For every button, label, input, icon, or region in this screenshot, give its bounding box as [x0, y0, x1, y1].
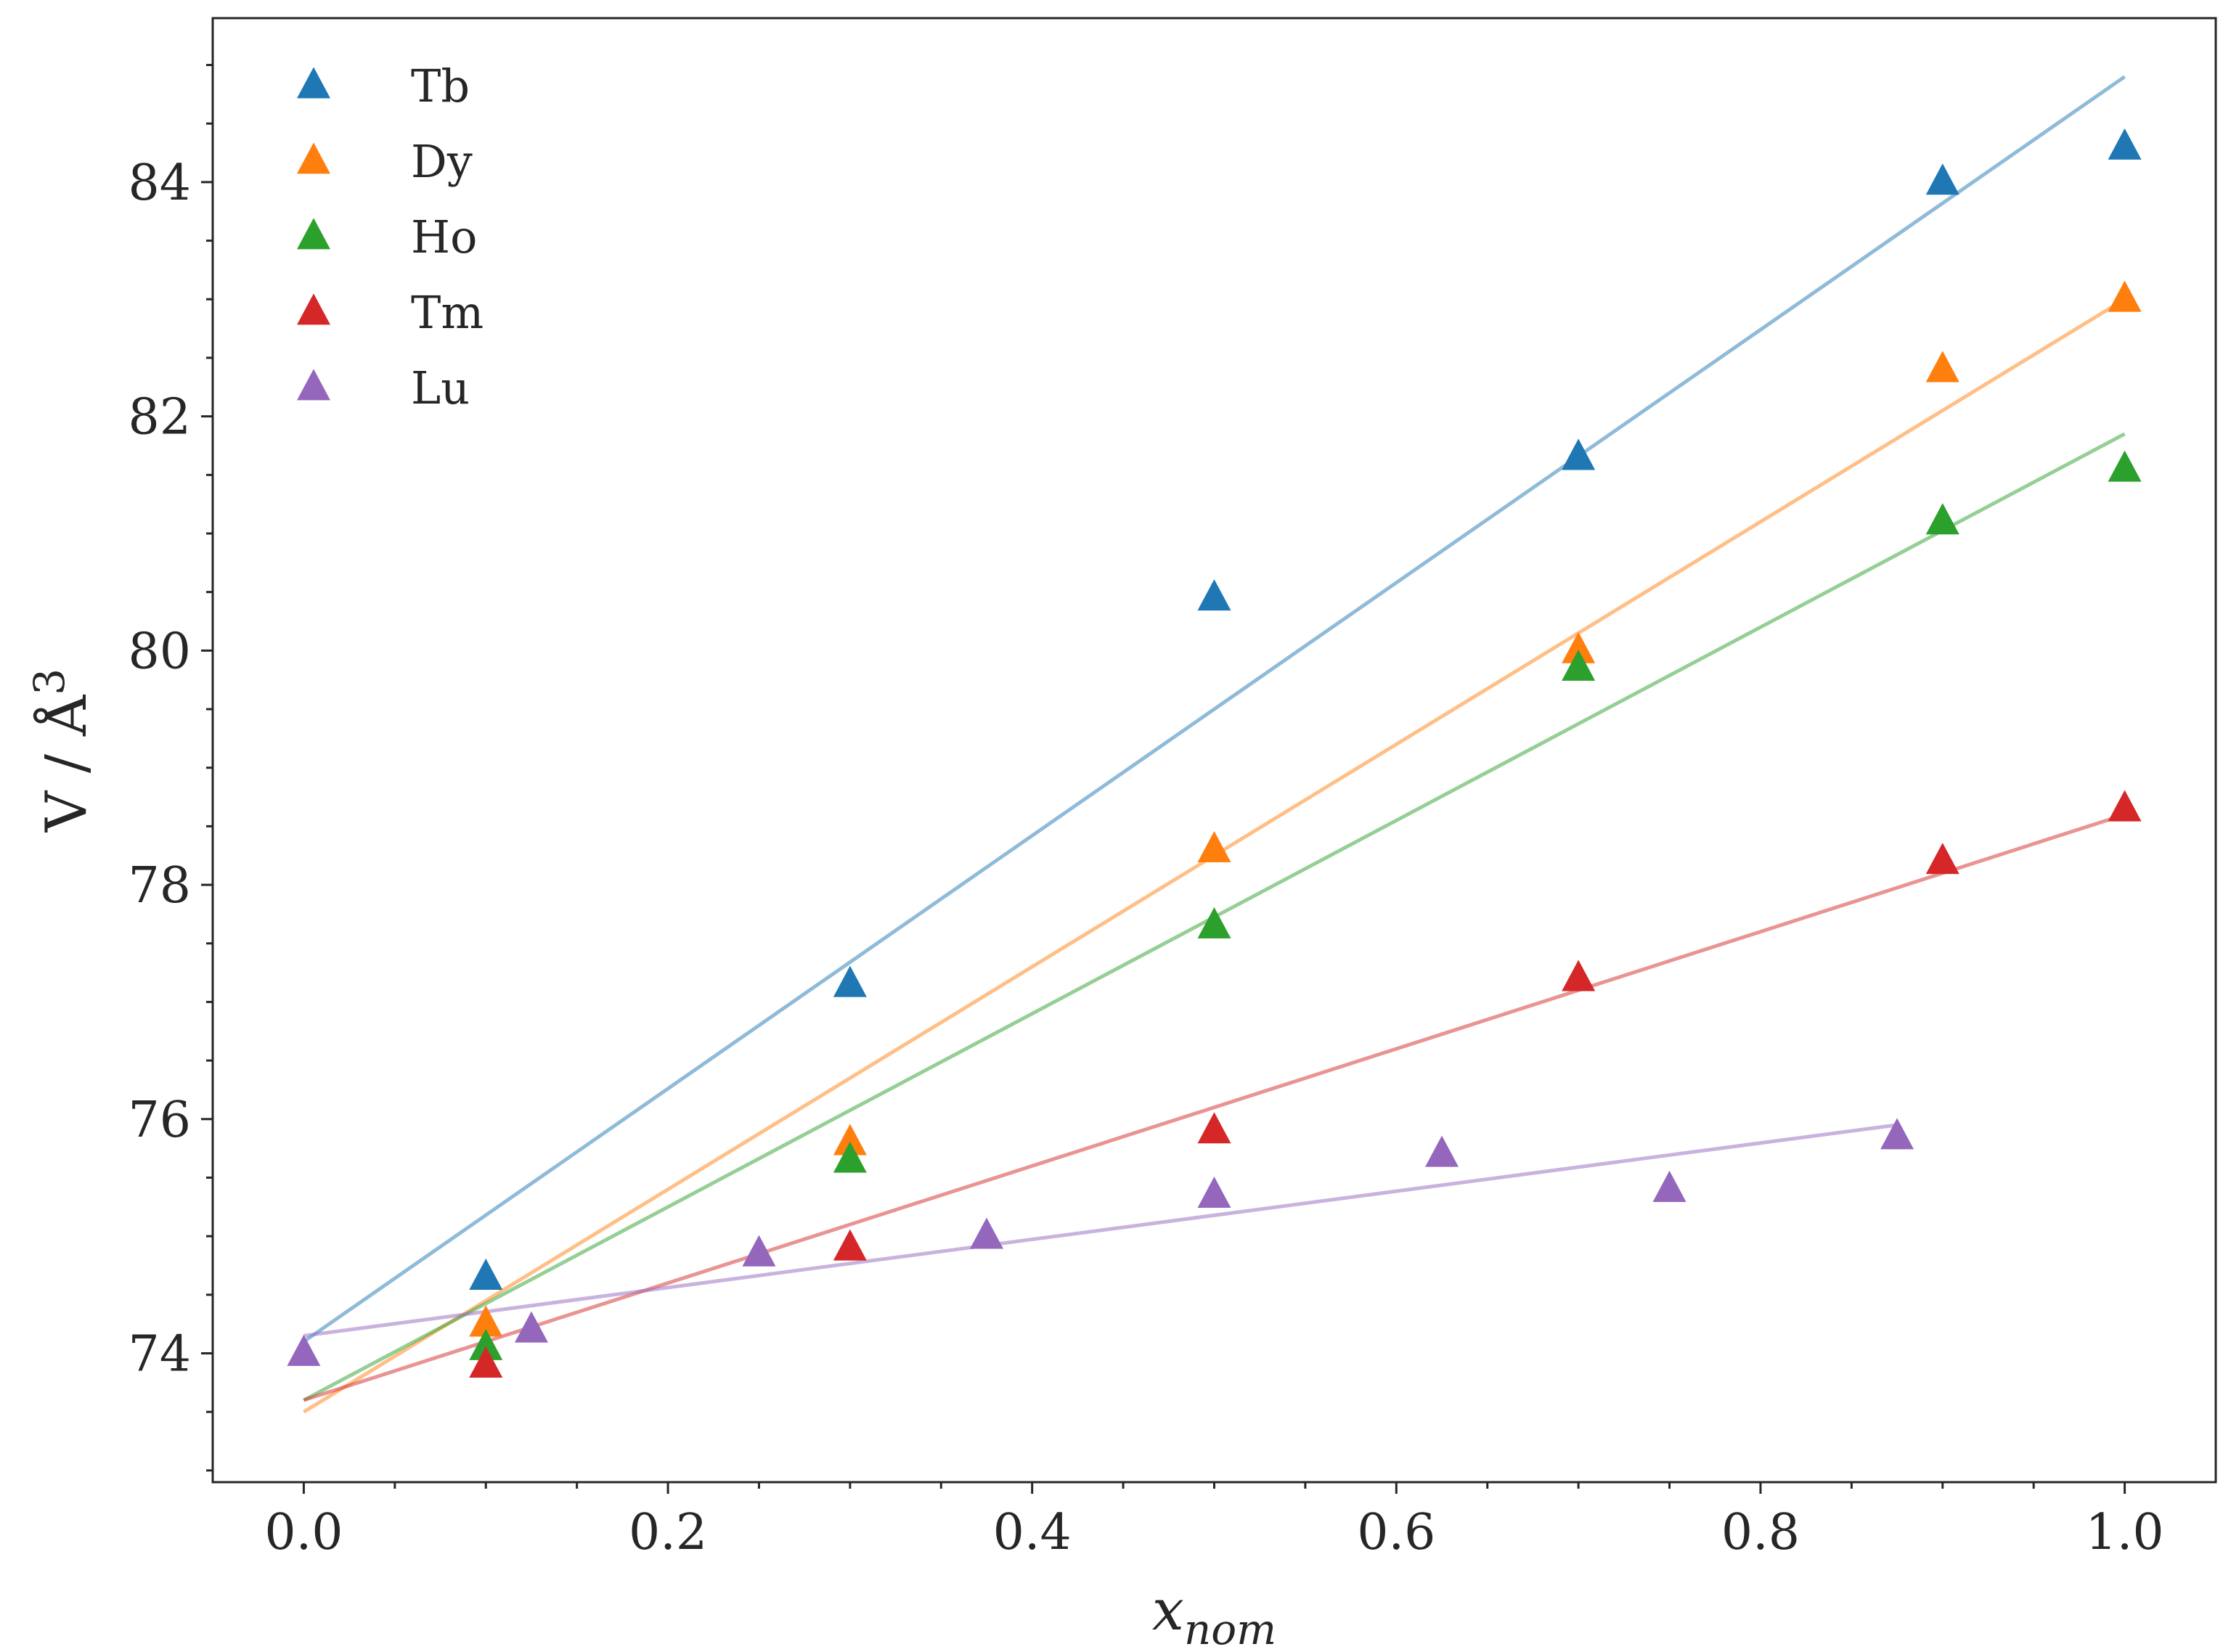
y-tick-label: 80 [128, 623, 191, 680]
data-point-lu [969, 1217, 1003, 1249]
data-point-tm [2108, 790, 2142, 822]
x-axis-label-subscript: nom [1184, 1605, 1276, 1652]
data-point-dy [1925, 351, 1959, 383]
data-point-lu [1652, 1170, 1686, 1202]
data-point-ho [2108, 450, 2142, 482]
legend-label-lu: Lu [411, 361, 470, 414]
legend-label-dy: Dy [411, 135, 473, 188]
legend-label-tb: Tb [411, 60, 470, 113]
data-points [287, 128, 2142, 1378]
x-axis-label: xnom [1152, 1578, 1276, 1652]
data-point-ho [1197, 907, 1231, 939]
data-point-dy [833, 1124, 867, 1156]
data-point-tm [1925, 843, 1959, 875]
data-point-dy [469, 1305, 503, 1337]
data-point-lu [514, 1311, 548, 1343]
data-point-lu [1425, 1135, 1459, 1167]
data-point-lu [742, 1235, 776, 1267]
data-point-ho [1562, 649, 1596, 681]
data-point-ho [1925, 503, 1959, 535]
legend: Tb Dy Ho Tm Lu [297, 60, 484, 414]
y-tick-label: 74 [128, 1326, 191, 1383]
legend-marker-tm [297, 293, 330, 325]
fit-line-tm [303, 812, 2126, 1402]
x-tick-label: 0.0 [264, 1504, 343, 1561]
x-axis-label-main: x [1152, 1578, 1184, 1643]
y-axis-ticks: 74 76 78 80 82 84 [128, 64, 213, 1472]
data-point-tb [1562, 438, 1596, 470]
legend-label-ho: Ho [411, 210, 477, 263]
data-point-tb [1197, 579, 1231, 611]
legend-marker-lu [297, 369, 330, 401]
x-tick-label: 1.0 [2086, 1504, 2164, 1561]
data-point-tm [1562, 960, 1596, 991]
data-point-lu [1197, 1177, 1231, 1209]
y-tick-label: 76 [128, 1092, 191, 1149]
legend-marker-dy [297, 142, 330, 174]
x-tick-label: 0.2 [629, 1504, 707, 1561]
fit-line-lu [303, 1123, 1898, 1338]
data-point-tb [1925, 163, 1959, 195]
y-axis-label: V / Å3 [25, 668, 99, 833]
plot-area-frame [211, 17, 2217, 1484]
data-point-dy [1562, 631, 1596, 663]
data-point-lu [287, 1334, 321, 1366]
data-point-ho [833, 1141, 867, 1173]
data-point-tb [833, 965, 867, 997]
legend-marker-tb [297, 67, 330, 99]
data-point-dy [2108, 280, 2142, 312]
y-axis-label-main: V / Å [33, 694, 99, 833]
fit-line-tb [302, 75, 2126, 1344]
y-tick-label: 84 [128, 155, 191, 212]
data-point-tb [2108, 128, 2142, 160]
y-tick-label: 82 [128, 389, 191, 446]
legend-label-tm: Tm [411, 286, 484, 339]
x-tick-label: 0.6 [1357, 1504, 1435, 1561]
data-point-dy [1197, 830, 1231, 863]
x-tick-label: 0.8 [1721, 1504, 1800, 1561]
data-point-tm [469, 1346, 503, 1378]
legend-marker-ho [297, 218, 330, 250]
x-tick-label: 0.4 [993, 1504, 1072, 1561]
data-point-tm [833, 1229, 867, 1261]
y-axis-label-superscript: 3 [25, 668, 74, 695]
x-axis-ticks: 0.0 0.2 0.4 0.6 0.8 1.0 [264, 1482, 2164, 1561]
data-point-ho [469, 1328, 503, 1360]
data-point-tm [1197, 1112, 1231, 1144]
data-point-tb [469, 1258, 503, 1291]
data-point-lu [1880, 1118, 1914, 1150]
y-tick-label: 78 [128, 857, 191, 915]
